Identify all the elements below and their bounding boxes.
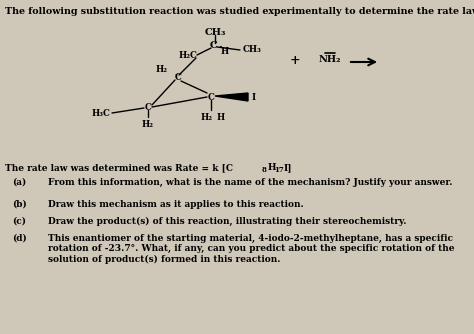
Text: H₂: H₂ [201,113,213,122]
Text: H₂C: H₂C [178,50,197,59]
Text: CH₃: CH₃ [204,28,226,37]
Text: CH₃: CH₃ [243,45,262,54]
Text: .: . [218,38,222,49]
Text: NH₂: NH₂ [319,55,341,64]
Text: (b): (b) [12,200,27,209]
Text: C: C [208,93,214,102]
Text: +: + [290,53,301,66]
Text: H₃C: H₃C [91,109,110,118]
Text: I: I [252,93,256,102]
Text: (d): (d) [12,234,27,243]
Text: H: H [217,113,225,122]
Text: H: H [268,163,276,172]
Text: C: C [174,73,182,82]
Text: I]: I] [284,163,292,172]
Text: The rate law was determined was Rate = k [C: The rate law was determined was Rate = k… [5,163,233,172]
Text: 8: 8 [262,166,267,174]
Text: (a): (a) [12,178,26,187]
Text: C: C [145,103,151,112]
Text: Draw this mechanism as it applies to this reaction.: Draw this mechanism as it applies to thi… [48,200,304,209]
Text: From this information, what is the name of the mechanism? Justify your answer.: From this information, what is the name … [48,178,453,187]
Text: C: C [210,41,218,50]
Polygon shape [215,93,248,101]
Text: (c): (c) [12,217,26,226]
Text: H₂: H₂ [156,65,168,74]
Text: The following substitution reaction was studied experimentally to determine the : The following substitution reaction was … [5,7,474,16]
Text: This enantiomer of the starting material, 4-iodo-2-methylheptane, has a specific: This enantiomer of the starting material… [48,234,455,264]
Text: 17: 17 [274,166,284,174]
Text: ²: ² [175,75,177,80]
Text: Draw the product(s) of this reaction, illustrating their stereochemistry.: Draw the product(s) of this reaction, il… [48,217,407,226]
Text: H: H [221,47,229,56]
Text: H₂: H₂ [142,120,154,129]
